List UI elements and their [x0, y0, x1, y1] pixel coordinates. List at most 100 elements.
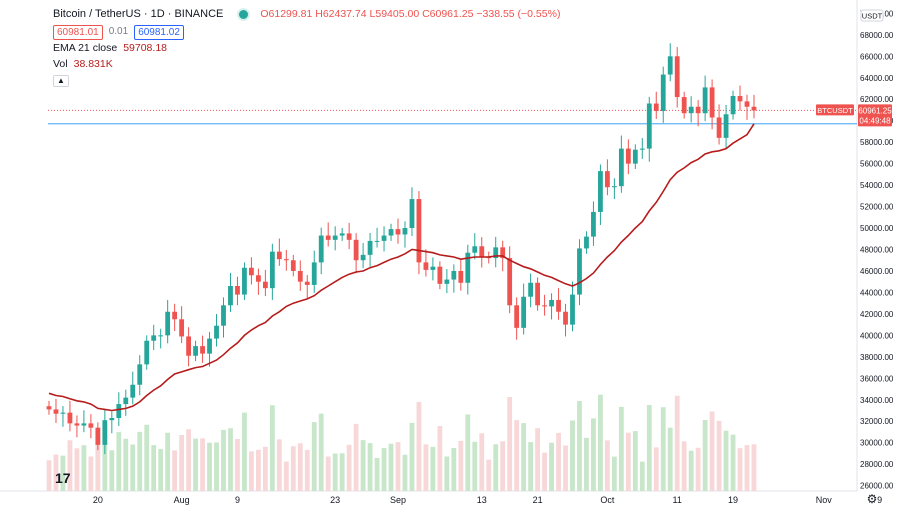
candle-body[interactable] — [688, 106, 694, 114]
candle-body[interactable] — [256, 275, 261, 282]
candle-body[interactable] — [214, 325, 219, 339]
candle-body[interactable] — [598, 171, 603, 212]
candle-body[interactable] — [667, 56, 673, 75]
candle-body[interactable] — [165, 311, 171, 336]
candle-body[interactable] — [430, 266, 436, 270]
candle-body[interactable] — [381, 235, 387, 241]
candle-body[interactable] — [74, 423, 80, 426]
candle-body[interactable] — [458, 270, 464, 283]
candle-body[interactable] — [528, 282, 534, 297]
currency-box[interactable] — [860, 9, 884, 22]
candle-body[interactable] — [339, 233, 345, 236]
gear-icon[interactable]: ⚙ — [867, 492, 878, 506]
candle-body[interactable] — [584, 236, 589, 249]
candle-body[interactable] — [674, 56, 680, 98]
candle-body[interactable] — [186, 336, 191, 356]
candle-body[interactable] — [242, 267, 247, 295]
candle-body[interactable] — [60, 412, 66, 414]
candle-body[interactable] — [542, 305, 547, 307]
candle-body[interactable] — [269, 251, 275, 289]
candle-body[interactable] — [437, 266, 443, 284]
candle-body[interactable] — [751, 106, 757, 111]
candle-body[interactable] — [318, 235, 324, 263]
candle-body[interactable] — [158, 335, 164, 337]
candle-body[interactable] — [591, 211, 596, 237]
candle-body[interactable] — [332, 235, 338, 240]
candle-body[interactable] — [88, 423, 94, 428]
candle-body[interactable] — [549, 299, 554, 307]
candle-body[interactable] — [67, 412, 73, 424]
volume-row[interactable]: Vol 38.831K — [53, 56, 560, 72]
candle-body[interactable] — [577, 248, 582, 295]
candle-body[interactable] — [618, 148, 624, 187]
candle-body[interactable] — [123, 397, 129, 405]
candle-body[interactable] — [479, 246, 485, 258]
candle-body[interactable] — [290, 260, 296, 271]
candle-body[interactable] — [423, 262, 429, 270]
candle-body[interactable] — [493, 247, 499, 259]
candle-body[interactable] — [639, 148, 645, 150]
candle-body[interactable] — [660, 74, 666, 112]
candle-body[interactable] — [262, 281, 268, 289]
ema-row[interactable]: EMA 21 close 59708.18 — [53, 40, 560, 56]
candle-body[interactable] — [521, 296, 527, 328]
candle-body[interactable] — [563, 311, 568, 325]
candle-body[interactable] — [605, 171, 610, 188]
candle-body[interactable] — [137, 364, 143, 385]
candle-body[interactable] — [723, 114, 729, 138]
candle-body[interactable] — [360, 254, 366, 261]
candle-body[interactable] — [172, 311, 178, 320]
candle-body[interactable] — [193, 346, 198, 356]
candle-body[interactable] — [472, 246, 478, 253]
candle-body[interactable] — [53, 409, 59, 414]
candle-body[interactable] — [632, 149, 638, 164]
candle-body[interactable] — [130, 384, 136, 398]
candle-body[interactable] — [221, 305, 226, 326]
candle-body[interactable] — [395, 229, 401, 235]
candle-body[interactable] — [730, 96, 736, 115]
candle-body[interactable] — [709, 87, 715, 118]
candle-body[interactable] — [102, 420, 108, 445]
candle-body[interactable] — [507, 258, 513, 306]
candle-body[interactable] — [737, 96, 743, 102]
candle-body[interactable] — [235, 285, 240, 295]
candle-body[interactable] — [514, 305, 520, 328]
candle-body[interactable] — [702, 87, 708, 114]
candle-body[interactable] — [109, 418, 115, 421]
candle-body[interactable] — [646, 103, 652, 149]
chevron-up-icon[interactable]: ▲ — [53, 75, 69, 87]
candle-body[interactable] — [416, 199, 422, 263]
candle-body[interactable] — [325, 235, 331, 240]
candle-body[interactable] — [207, 338, 212, 354]
candle-body[interactable] — [388, 229, 394, 236]
currency-label[interactable]: USDT — [862, 12, 883, 21]
candle-body[interactable] — [409, 199, 415, 229]
candle-body[interactable] — [276, 251, 282, 260]
candle-body[interactable] — [402, 228, 408, 235]
candle-body[interactable] — [228, 285, 233, 306]
candle-body[interactable] — [653, 103, 659, 112]
candle-body[interactable] — [81, 423, 87, 426]
candle-body[interactable] — [465, 252, 471, 283]
candle-body[interactable] — [179, 319, 185, 337]
candle-body[interactable] — [374, 240, 380, 242]
candle-body[interactable] — [116, 404, 122, 419]
candle-body[interactable] — [625, 148, 631, 164]
candle-body[interactable] — [367, 240, 373, 255]
candle-body[interactable] — [249, 267, 254, 276]
candle-body[interactable] — [451, 270, 457, 280]
ask-price[interactable]: 60981.02 — [134, 24, 184, 40]
candle-body[interactable] — [311, 262, 317, 285]
candle-body[interactable] — [200, 346, 205, 354]
candle-body[interactable] — [716, 117, 722, 138]
candle-body[interactable] — [535, 282, 540, 306]
candle-body[interactable] — [611, 186, 617, 188]
candle-body[interactable] — [95, 427, 101, 445]
candle-body[interactable] — [556, 299, 561, 312]
candle-body[interactable] — [570, 294, 575, 325]
candle-body[interactable] — [46, 406, 52, 410]
candle-body[interactable] — [297, 270, 303, 282]
candle-body[interactable] — [744, 101, 750, 107]
